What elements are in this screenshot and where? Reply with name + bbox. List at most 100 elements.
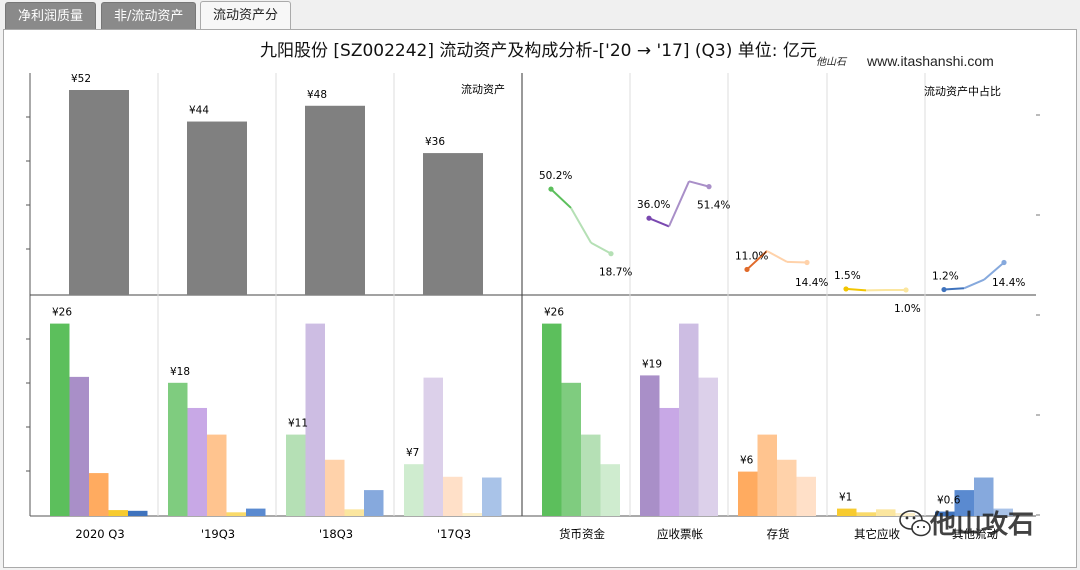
item-bar-label-1: ¥19 [642,358,662,370]
item-bar-0-1 [561,382,581,516]
item-bar-3-2 [876,509,896,516]
item-bar-3-0 [837,508,857,516]
item-bar-0-2 [581,434,601,516]
share-start-label-1: 36.0% [637,199,670,211]
item-category-0: 货币资金 [559,527,605,541]
total-bar-label-0: ¥52 [71,73,91,85]
period-bar-3-4 [482,477,502,516]
share-point-1-3 [706,184,712,190]
tab-net-profit-quality[interactable]: 净利润质量 [5,2,97,29]
item-category-2: 存货 [767,527,790,541]
item-bar-2-1 [757,434,777,516]
share-line-3-seg-0 [845,287,867,292]
share-start-label-4: 1.2% [932,271,959,283]
period-bar-3-2 [443,476,463,516]
item-bar-4-0 [935,511,955,516]
share-line-0-seg-1 [570,207,592,244]
period-bar-2-4 [364,490,384,516]
period-bar-2-1 [305,323,325,516]
item-bar-3-1 [856,512,876,516]
share-start-label-2: 11.0% [735,250,768,262]
tab-current-noncurrent-assets[interactable]: 非/流动资产 [101,2,197,29]
watermark-text: 他山攻石 [929,510,1034,540]
period-bar-3-3 [462,513,482,516]
item-bar-2-2 [777,459,797,516]
share-line-4-seg-1 [963,278,985,290]
item-bar-1-0 [640,375,660,516]
share-end-label-4: 14.4% [992,277,1025,289]
period-bar-2-3 [344,509,364,516]
item-bar-label-0: ¥26 [544,307,564,319]
share-line-4-seg-2 [983,261,1005,281]
share-line-2-seg-2 [786,260,808,264]
share-point-3-0 [843,286,849,292]
tab-bar: 净利润质量 非/流动资产 流动资产分 [0,0,1080,30]
chart-panel: 九阳股份 [SZ002242] 流动资产及构成分析-['20 → '17] (Q… [3,29,1077,568]
period-category-0: 2020 Q3 [75,527,124,541]
period-bar-0-3 [108,510,128,516]
total-bar-1 [187,121,247,296]
item-bar-0-0 [542,323,562,516]
period-bar-1-3 [226,512,246,516]
item-category-4: 其他流动 [952,527,998,541]
share-start-label-0: 50.2% [539,170,572,182]
tab-current-asset-analysis[interactable]: 流动资产分 [200,1,292,30]
item-bar-4-1 [954,490,974,516]
item-bar-1-1 [659,407,679,516]
total-bar-label-3: ¥36 [425,136,445,148]
item-bar-4-3 [993,508,1013,516]
total-bar-label-1: ¥44 [189,105,209,117]
item-bar-2-0 [738,471,758,516]
period-bar-1-2 [207,434,227,516]
share-line-0-seg-0 [550,188,572,209]
period-bar-label-2: ¥11 [288,418,308,430]
share-point-4-3 [1001,259,1007,266]
share-line-1-seg-2 [688,180,710,188]
wechat-icon [899,510,931,537]
share-end-label-2: 14.4% [795,277,828,289]
share-line-2-seg-1 [766,250,788,263]
total-bar-0 [69,90,129,295]
share-line-4-seg-0 [943,287,965,291]
share-point-0-0 [548,186,554,192]
share-line-2-seg-0 [746,250,768,271]
item-bar-label-3: ¥1 [839,492,852,504]
period-bar-2-2 [325,459,345,516]
share-start-label-3: 1.5% [834,270,861,282]
share-end-label-0: 18.7% [599,267,632,279]
period-bar-3-1 [423,377,443,516]
share-line-0-seg-2 [590,241,612,255]
period-bar-0-1 [69,376,89,516]
share-point-0-3 [608,251,614,257]
item-bar-3-3 [895,513,915,516]
panel-label-share: 流动资产中占比 [924,84,1001,98]
chart-marks: ¥52 ¥44 ¥48 ¥36 50.2% 18.7% 36.0% 51.4% 11.0% 14.… [50,73,1025,541]
item-category-3: 其它应收 [854,527,900,541]
chart-title: 九阳股份 [SZ002242] 流动资产及构成分析-['20 → '17] (Q… [260,41,817,61]
share-point-4-0 [941,286,947,293]
item-bar-1-3 [698,377,718,516]
chart-canvas: 九阳股份 [SZ002242] 流动资产及构成分析-['20 → '17] (Q… [26,41,1040,541]
item-bar-1-2 [679,323,699,516]
share-point-2-0 [744,266,750,273]
share-point-1-0 [646,215,652,221]
period-bar-label-1: ¥18 [170,366,190,378]
seal-logo: 他山石 [816,56,848,68]
site-url: www.itashanshi.com [866,53,994,69]
item-category-1: 应收票帐 [657,527,703,541]
share-end-label-1: 51.4% [697,200,730,212]
period-category-1: '19Q3 [201,527,235,541]
period-bar-0-0 [50,323,70,516]
period-bar-1-1 [187,407,207,516]
total-bar-3 [423,153,483,295]
period-bar-0-4 [128,510,148,516]
total-bar-2 [305,105,365,296]
period-bar-1-0 [168,382,188,516]
period-bar-3-0 [404,464,424,516]
period-bar-0-2 [89,473,109,516]
share-line-1-seg-0 [648,217,670,228]
period-bar-2-0 [286,434,306,516]
share-point-3-3 [903,287,909,293]
period-bar-label-3: ¥7 [406,447,419,459]
total-bar-label-2: ¥48 [307,89,327,101]
